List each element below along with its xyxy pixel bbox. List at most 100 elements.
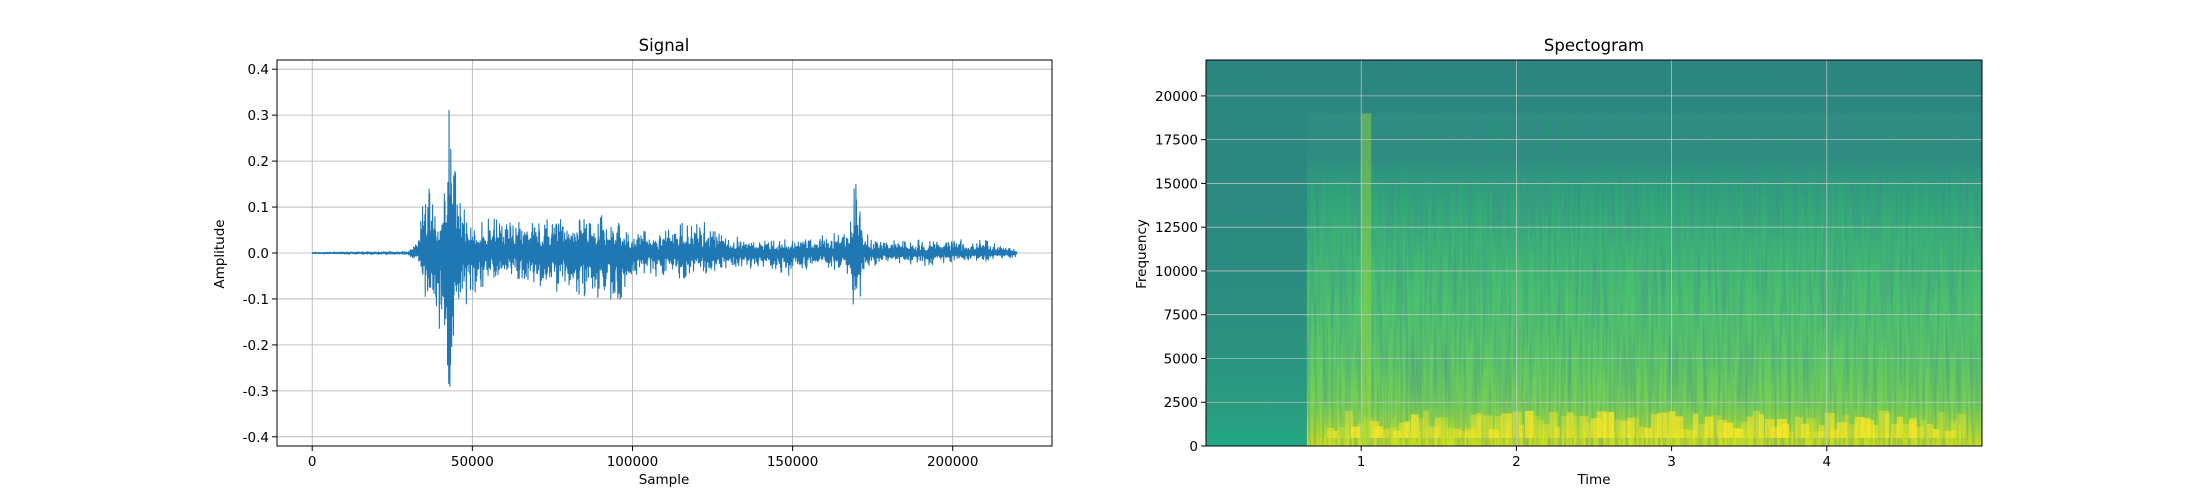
spectrogram-lowband-blob xyxy=(1614,419,1626,438)
spectrogram-lowband-blob xyxy=(1746,416,1754,438)
spectrogram-lowband-blob xyxy=(1908,418,1917,438)
spectrogram-ylabel: Frequency xyxy=(1134,219,1150,289)
spectrogram-lowband-blob xyxy=(1620,421,1632,438)
spectrogram-ytick-label: 10000 xyxy=(1155,264,1198,280)
spectrogram-xtick-label: 1 xyxy=(1357,454,1366,470)
spectrogram-lowband-blob xyxy=(1326,427,1335,438)
spectrogram-lowband-blob xyxy=(1638,426,1647,438)
signal-ytick-label: 0.2 xyxy=(248,154,269,170)
spectrogram-lowband-blob xyxy=(1512,411,1522,438)
spectrogram-lowband-blob xyxy=(1626,417,1635,438)
spectrogram-lowband-blob xyxy=(1914,426,1924,438)
spectrogram-lowband-blob xyxy=(1392,430,1402,438)
spectrogram-lowband-blob xyxy=(1374,426,1384,438)
spectrogram-image xyxy=(1206,60,1982,446)
spectrogram-lowband-blob xyxy=(1476,412,1483,438)
spectrogram-lowband-blob xyxy=(1734,428,1744,438)
spectrogram-lowband-blob xyxy=(1590,418,1602,438)
spectrogram-lowband-blob xyxy=(1956,413,1967,438)
spectrogram-lowband-blob xyxy=(1584,422,1593,438)
spectrogram-lowband-blob xyxy=(1884,413,1891,438)
spectrogram-lowband-blob xyxy=(1740,421,1748,438)
spectrogram-lowband-blob xyxy=(1728,428,1740,438)
spectrogram-lowband-blob xyxy=(1482,415,1493,438)
signal-ylabel: Amplitude xyxy=(212,219,228,288)
signal-ytick-label: -0.1 xyxy=(243,292,269,308)
signal-xtick-label: 100000 xyxy=(607,454,659,470)
spectrogram-lowband-blob xyxy=(1860,417,1871,438)
spectrogram-xtick-label: 3 xyxy=(1667,454,1676,470)
spectrogram-lowband-blob xyxy=(1398,422,1408,438)
spectrogram-onset-streak xyxy=(1361,113,1372,446)
spectrogram-lowband-blob xyxy=(1704,416,1714,438)
spectrogram-lowband-blob xyxy=(1710,415,1721,438)
spectrogram-lowband-blob xyxy=(1350,426,1360,438)
spectrogram-lowband-blob xyxy=(1800,423,1810,438)
spectrogram-lowband-blob xyxy=(1356,423,1365,438)
spectrogram-xtick-label: 4 xyxy=(1823,454,1832,470)
signal-ytick-label: -0.4 xyxy=(243,430,269,446)
spectrogram-lowband-blob xyxy=(1452,428,1462,438)
spectrogram-lowband-blob xyxy=(1668,411,1676,438)
signal-ytick-label: 0.3 xyxy=(248,108,269,124)
spectrogram-lowband-blob xyxy=(1770,426,1782,438)
spectrogram-axes-frame xyxy=(1205,59,1983,447)
spectrogram-lowband-blob xyxy=(1560,415,1569,438)
spectrogram-ticks: 1 2 3 4 0 2500 5000 7500 10000 12500 15000 17500 200… xyxy=(1155,89,1831,470)
signal-waveform xyxy=(311,109,1018,387)
spectrogram-lowband-blob xyxy=(1836,422,1848,438)
signal-ytick-label: 0.0 xyxy=(248,246,269,262)
signal-ticks: 0 50000 100000 150000 200000 -0.4 -0.3 -0.2 -0.1… xyxy=(243,62,979,470)
spectrogram-ytick-label: 5000 xyxy=(1164,351,1198,367)
spectrogram-lowband-blob xyxy=(1872,425,1879,438)
spectrogram-ytick-label: 15000 xyxy=(1155,176,1198,192)
spectrogram-lowband-blob xyxy=(1440,417,1449,438)
signal-title: Signal xyxy=(639,36,690,55)
spectrogram-lowband-blob xyxy=(1950,420,1957,438)
spectrogram-lowband-blob xyxy=(1932,428,1939,438)
spectrogram-lowband-blob xyxy=(1926,423,1934,438)
spectrogram-lowband-blob xyxy=(1602,412,1614,438)
spectrogram-lowband-blob xyxy=(1854,416,1865,438)
signal-ytick-label: -0.2 xyxy=(243,338,269,354)
spectrogram-ytick-label: 2500 xyxy=(1164,395,1198,411)
spectrogram-lowband-blob xyxy=(1890,423,1899,438)
spectrogram-lowband-blob xyxy=(1416,418,1424,438)
spectrogram-lowband-blob xyxy=(1470,414,1482,438)
spectrogram-lowband-blob xyxy=(1608,411,1615,438)
spectrogram-lowband-blob xyxy=(1548,411,1558,438)
spectrogram-lowband-blob xyxy=(1506,413,1514,438)
signal-ytick-label: 0.1 xyxy=(248,200,269,216)
signal-ytick-label: 0.4 xyxy=(248,62,269,78)
spectrogram-grid xyxy=(1206,60,1982,447)
spectrogram-lowband-blob xyxy=(1362,418,1374,438)
spectrogram-lowband-blob xyxy=(1458,431,1470,438)
spectrogram-lowband-blob xyxy=(1434,417,1442,438)
spectrogram-lowband-blob xyxy=(1554,427,1561,438)
spectrogram-lowband-blob xyxy=(1920,419,1927,438)
spectrogram-lowband-blob xyxy=(1386,427,1398,438)
spectrogram-lowband-blob xyxy=(1680,429,1689,438)
spectrogram-lowband-blob xyxy=(1530,415,1541,438)
spectrogram-lowband-blob xyxy=(1944,430,1956,438)
spectrogram-lowband-blob xyxy=(1842,414,1850,438)
spectrogram-lowband-blob xyxy=(1404,421,1411,438)
spectrogram-lowband-blob xyxy=(1722,422,1734,438)
spectrogram-lowband-blob xyxy=(1500,413,1512,438)
spectrogram-ytick-label: 20000 xyxy=(1155,89,1198,105)
spectrogram-lowband-blob xyxy=(1782,423,1790,438)
spectrogram-xtick-label: 2 xyxy=(1512,454,1521,470)
spectrogram-lowband-blob xyxy=(1848,423,1857,438)
signal-xtick-label: 0 xyxy=(308,454,317,470)
spectrogram-title: Spectogram xyxy=(1544,36,1644,55)
spectrogram-lowband-blob xyxy=(1542,424,1551,438)
spectrogram-lowband-blob xyxy=(1818,425,1825,438)
spectrogram-lowband-blob xyxy=(1644,428,1652,438)
spectrogram-lowband-blob xyxy=(1536,420,1545,438)
signal-xtick-label: 200000 xyxy=(927,454,979,470)
spectrogram-lowband-blob xyxy=(1788,431,1795,438)
spectrogram-lowband-blob xyxy=(1566,412,1574,438)
spectrogram-lowband-blob xyxy=(1488,429,1499,438)
spectrogram-lowband-blob xyxy=(1830,429,1839,438)
